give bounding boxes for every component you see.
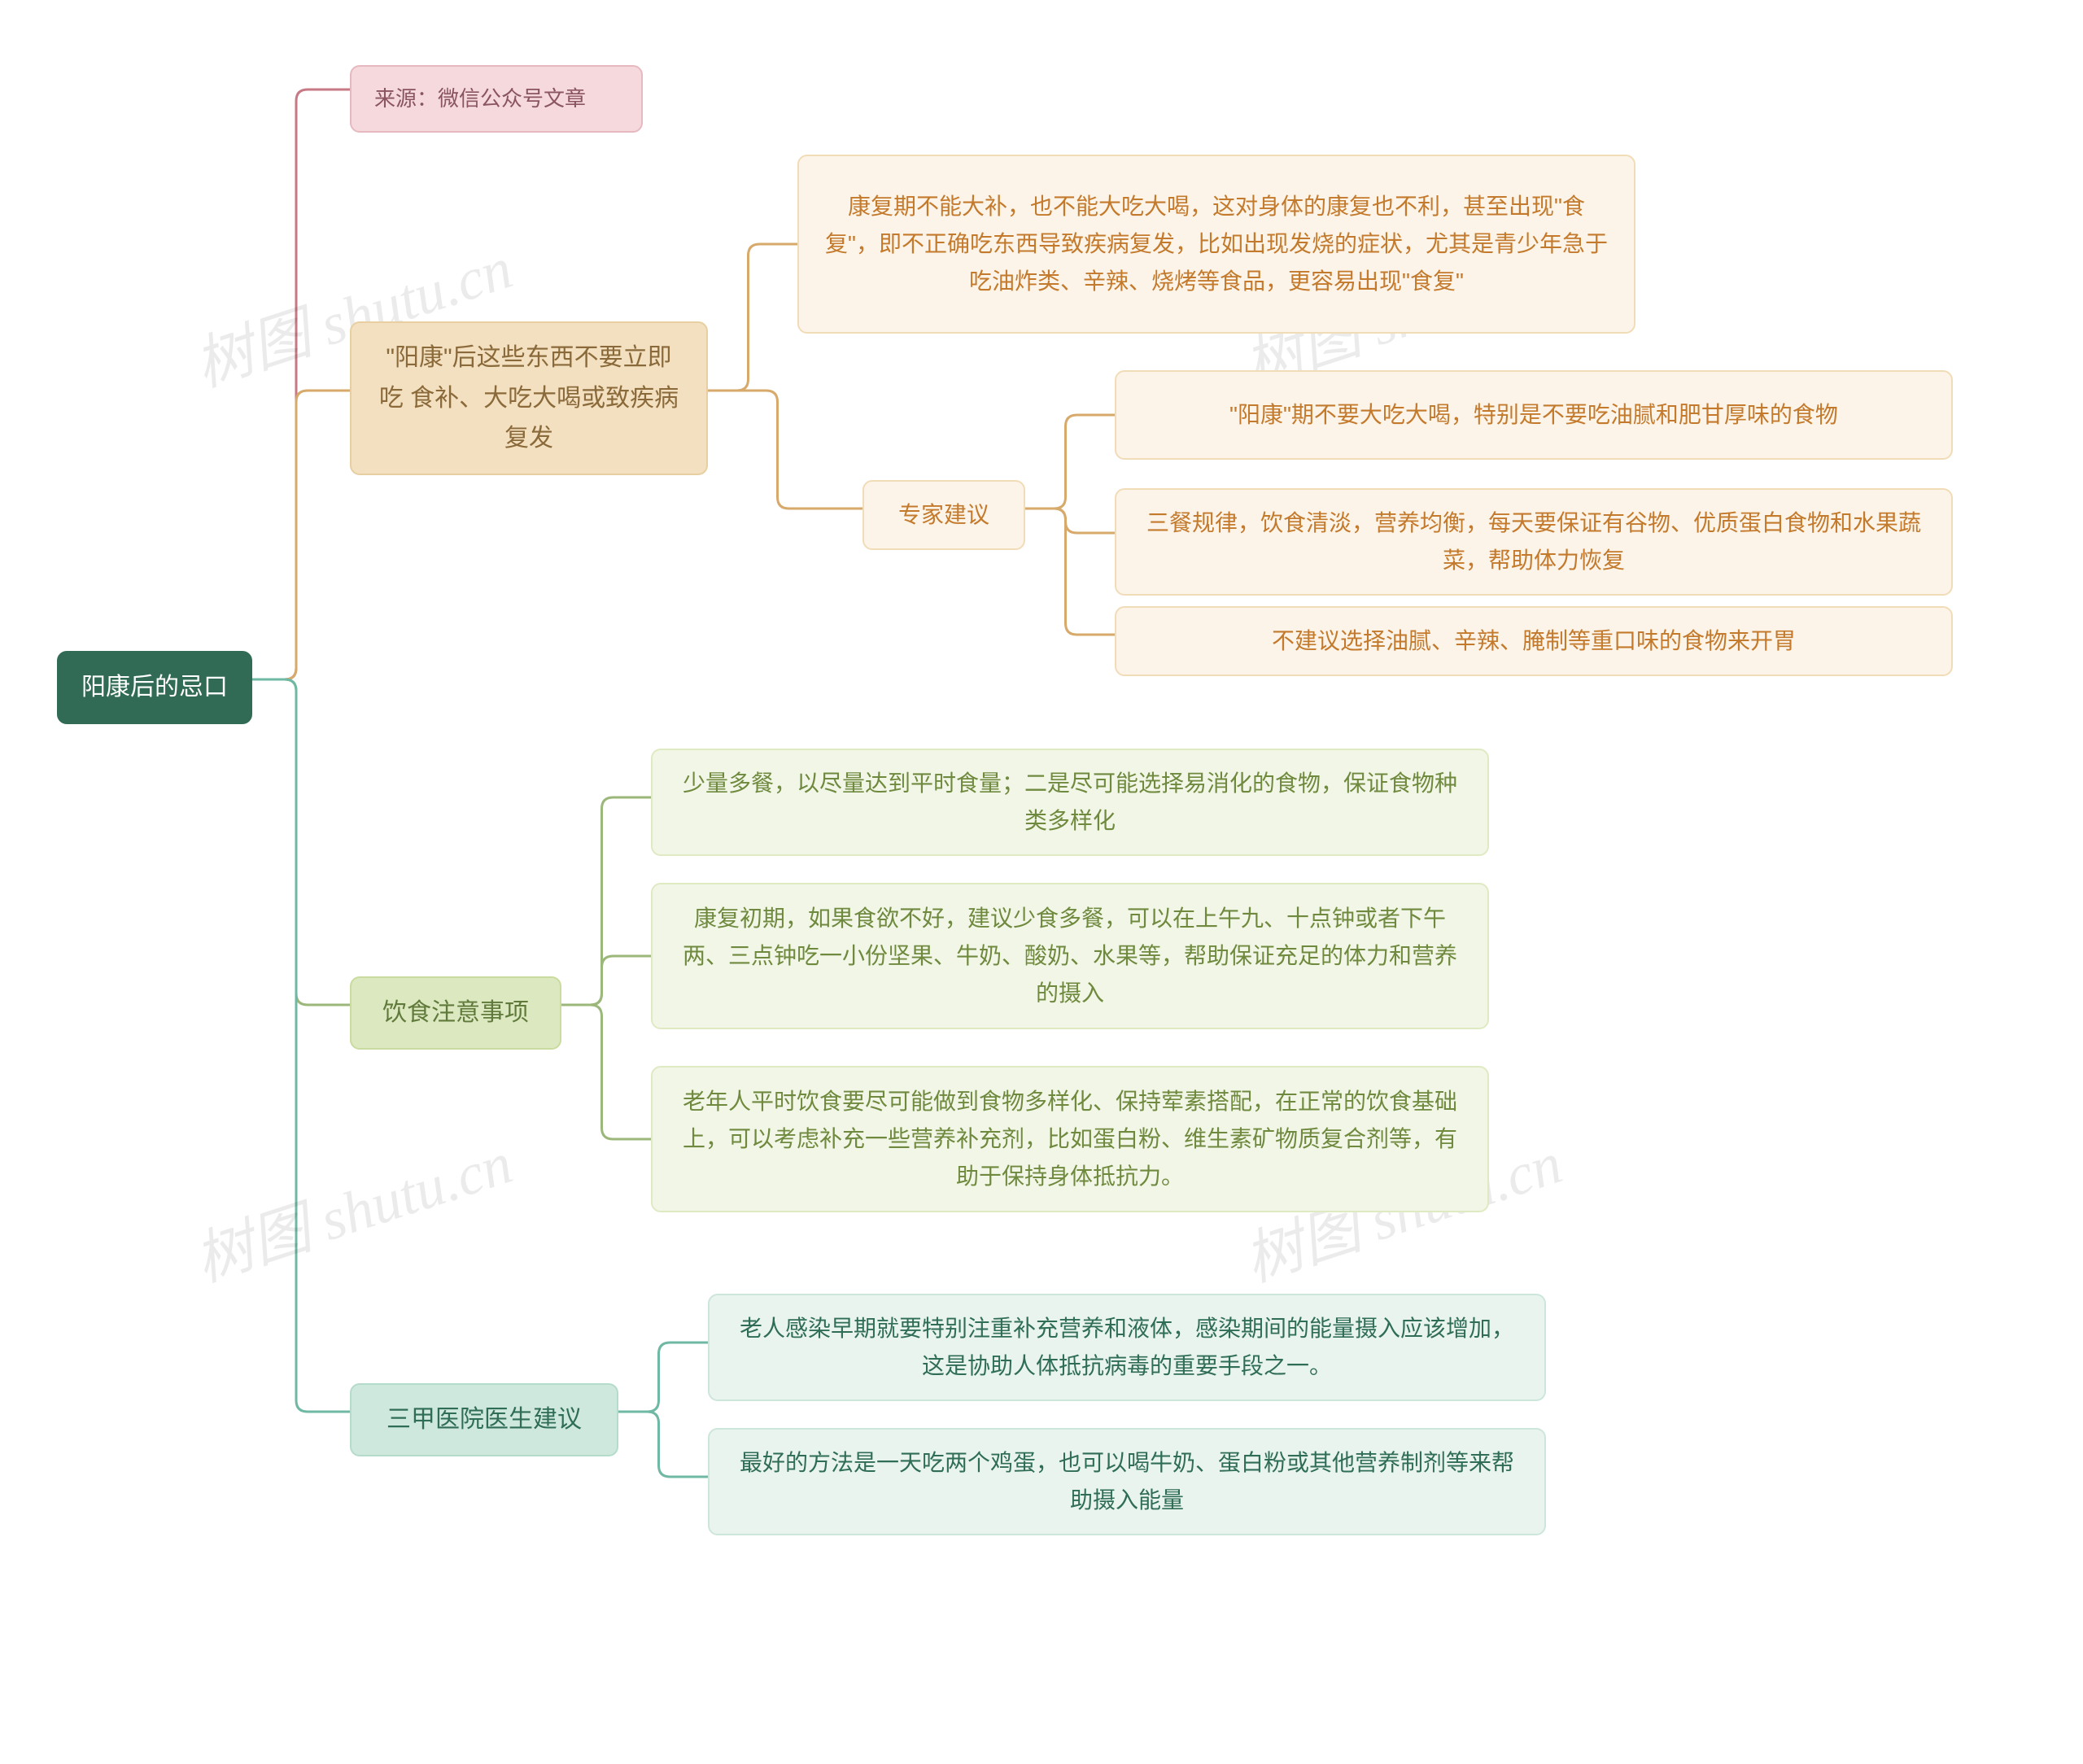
root-node[interactable]: 阳康后的忌口 <box>57 651 252 724</box>
node-section-2[interactable]: 饮食注意事项 <box>350 976 561 1050</box>
node-sec1-expert[interactable]: 专家建议 <box>862 480 1025 550</box>
node-sec1-expert-3[interactable]: 不建议选择油腻、辛辣、腌制等重口味的食物来开胃 <box>1115 606 1953 676</box>
node-sec1-expert-1[interactable]: "阳康"期不要大吃大喝，特别是不要吃油腻和肥甘厚味的食物 <box>1115 370 1953 460</box>
node-section-1[interactable]: "阳康"后这些东西不要立即吃 食补、大吃大喝或致疾病复发 <box>350 321 708 475</box>
node-sec2-tip-3[interactable]: 老年人平时饮食要尽可能做到食物多样化、保持荤素搭配，在正常的饮食基础上，可以考虑… <box>651 1066 1489 1212</box>
node-sec1-expert-2[interactable]: 三餐规律，饮食清淡，营养均衡，每天要保证有谷物、优质蛋白食物和水果蔬菜，帮助体力… <box>1115 488 1953 596</box>
mindmap-stage: 树图 shutu.cn 树图 shutu.cn 树图 shutu.cn 树图 s… <box>0 0 2083 1764</box>
node-sec3-advice-1[interactable]: 老人感染早期就要特别注重补充营养和液体，感染期间的能量摄入应该增加，这是协助人体… <box>708 1294 1546 1401</box>
node-sec2-tip-1[interactable]: 少量多餐，以尽量达到平时食量；二是尽可能选择易消化的食物，保证食物种类多样化 <box>651 749 1489 856</box>
node-section-3[interactable]: 三甲医院医生建议 <box>350 1383 618 1456</box>
node-sec3-advice-2[interactable]: 最好的方法是一天吃两个鸡蛋，也可以喝牛奶、蛋白粉或其他营养制剂等来帮助摄入能量 <box>708 1428 1546 1535</box>
watermark: 树图 shutu.cn <box>182 1115 522 1298</box>
node-sec2-tip-2[interactable]: 康复初期，如果食欲不好，建议少食多餐，可以在上午九、十点钟或者下午两、三点钟吃一… <box>651 883 1489 1029</box>
node-sec1-detail-1[interactable]: 康复期不能大补，也不能大吃大喝，这对身体的康复也不利，甚至出现"食复"，即不正确… <box>797 155 1635 334</box>
node-source[interactable]: 来源：微信公众号文章 <box>350 65 643 133</box>
